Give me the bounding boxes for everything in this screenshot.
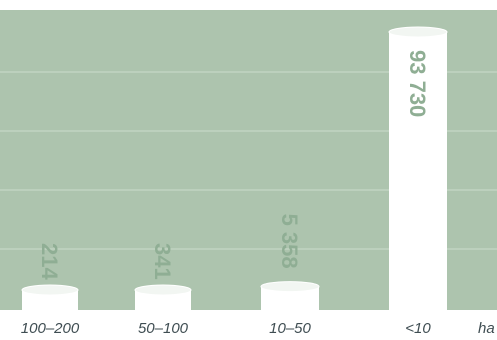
bar-4 [389, 32, 447, 310]
category-label-3: 10–50 [269, 320, 311, 337]
bar-2 [135, 290, 191, 310]
value-label-3: 5 358 [277, 214, 302, 269]
bar-cap-2 [134, 284, 192, 296]
bars [21, 26, 448, 310]
labels: 214 100–200 341 50–100 5 358 10–50 93 730 <10 [21, 50, 432, 337]
bar-3 [261, 286, 319, 310]
bar-cap-3 [260, 281, 320, 293]
bar-1 [22, 290, 78, 310]
category-label-2: 50–100 [138, 320, 189, 337]
category-label-4: <10 [405, 320, 431, 337]
bar-cap-1 [21, 284, 79, 296]
category-label-partial: ha [478, 320, 495, 337]
bar-cap-4 [388, 26, 448, 38]
value-label-2: 341 [150, 243, 175, 280]
category-label-1: 100–200 [21, 320, 80, 337]
value-label-1: 214 [37, 243, 62, 280]
value-label-4: 93 730 [405, 50, 430, 117]
